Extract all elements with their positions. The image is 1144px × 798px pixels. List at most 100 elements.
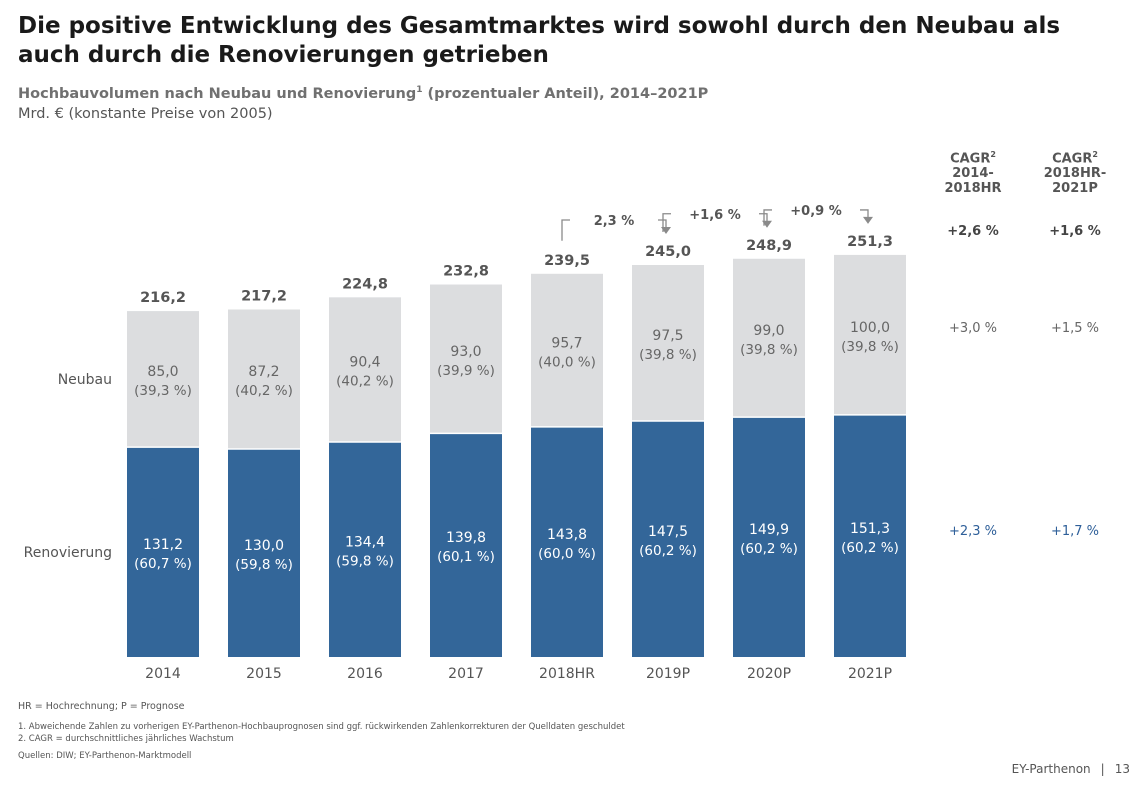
legend-renovierung: Renovierung [24, 545, 112, 561]
neubau-share-label: (39,8 %) [639, 347, 697, 363]
bar-renovierung [329, 441, 401, 657]
growth-bracket-right [860, 209, 869, 218]
cagr-header-sup: 2 [990, 150, 996, 159]
bar-neubau [228, 309, 300, 449]
renovierung-value-label: 130,0 [244, 538, 284, 554]
renovierung-value-label: 147,5 [648, 524, 688, 540]
stacked-bar-chart: 131,2 (60,7 %) 85,0 (39,3 %) 216,2 2014 130,0 (… [24, 204, 906, 682]
total-value-label: 239,5 [544, 253, 590, 269]
renovierung-share-label: (60,7 %) [134, 556, 192, 572]
total-value-label: 248,9 [746, 238, 792, 254]
x-tick-label: 2020P [747, 666, 791, 682]
renovierung-share-label: (59,8 %) [235, 557, 293, 573]
footnote-1: 1. Abweichende Zahlen zu vorherigen EY-P… [18, 722, 625, 732]
renovierung-value-label: 134,4 [345, 534, 385, 550]
neubau-value-label: 97,5 [652, 328, 683, 344]
cagr-header-period-end: 2018HR [944, 181, 1002, 197]
chart-unit: Mrd. € (konstante Preise von 2005) [18, 106, 273, 122]
growth-bracket-right [658, 219, 667, 228]
neubau-share-label: (39,3 %) [134, 383, 192, 399]
bar-neubau [733, 258, 805, 418]
bar-renovierung [228, 449, 300, 657]
subtitle-rest: (prozentualer Anteil), 2014–2021P [422, 85, 709, 102]
cagr-header-period-start: 2018HR- [1043, 166, 1107, 182]
bar-neubau [834, 254, 906, 415]
x-tick-label: 2019P [646, 666, 690, 682]
cagr-header-period-end: 2021P [1052, 181, 1098, 197]
neubau-value-label: 85,0 [147, 364, 178, 380]
abbreviation-note: HR = Hochrechnung; P = Prognose [18, 701, 185, 712]
cagr-header-label: CAGR [950, 151, 991, 167]
growth-bracket-right [759, 213, 768, 222]
cagr-neubau-2018-2021: +1,5 % [1050, 321, 1100, 336]
bar-neubau [430, 284, 502, 434]
cagr-header-period-start: 2014- [952, 166, 994, 182]
renovierung-value-label: 139,8 [446, 530, 486, 546]
cagr-renovierung-2014-2018: +2,3 % [948, 524, 998, 539]
growth-bracket-left [763, 209, 772, 226]
bar-neubau [127, 311, 199, 448]
x-tick-label: 2018HR [539, 666, 595, 682]
x-tick-label: 2015 [246, 666, 282, 682]
renovierung-value-label: 149,9 [749, 522, 789, 538]
renovierung-value-label: 131,2 [143, 537, 183, 553]
x-tick-label: 2014 [145, 666, 181, 682]
neubau-value-label: 87,2 [248, 364, 279, 380]
neubau-share-label: (40,2 %) [235, 383, 293, 399]
neubau-share-label: (39,8 %) [740, 342, 798, 358]
brand-separator: | [1100, 762, 1105, 776]
x-tick-label: 2016 [347, 666, 383, 682]
neubau-value-label: 100,0 [850, 320, 890, 336]
total-value-label: 245,0 [645, 244, 691, 260]
cagr-header-sup: 2 [1092, 150, 1098, 159]
brand-name: EY-Parthenon [1011, 762, 1091, 776]
neubau-value-label: 99,0 [753, 323, 784, 339]
neubau-share-label: (39,8 %) [841, 339, 899, 355]
renovierung-share-label: (59,8 %) [336, 553, 394, 569]
cagr-header-2018-2021: CAGR2 2018HR- 2021P [1030, 147, 1120, 196]
growth-label: 2,3 % [594, 214, 635, 229]
x-tick-label: 2021P [848, 666, 892, 682]
neubau-value-label: 93,0 [450, 344, 481, 360]
cagr-neubau-2014-2018: +3,0 % [948, 321, 998, 336]
renovierung-value-label: 151,3 [850, 521, 890, 537]
cagr-total-2014-2018: +2,6 % [947, 224, 999, 239]
page-title: Die positive Entwicklung des Gesamtmarkt… [18, 13, 1061, 68]
subtitle-footnote-ref: 1 [416, 85, 423, 95]
legend-neubau: Neubau [58, 372, 112, 388]
page-number: 13 [1114, 762, 1130, 776]
total-value-label: 232,8 [443, 264, 489, 280]
renovierung-share-label: (60,2 %) [841, 540, 899, 556]
neubau-share-label: (39,9 %) [437, 363, 495, 379]
footnote-2: 2. CAGR = durchschnittliches jährliches … [18, 734, 234, 744]
source-note: Quellen: DIW; EY-Parthenon-Marktmodell [18, 751, 192, 761]
neubau-value-label: 95,7 [551, 335, 582, 351]
total-value-label: 251,3 [847, 234, 893, 250]
cagr-total-2018-2021: +1,6 % [1049, 224, 1101, 239]
renovierung-share-label: (60,2 %) [639, 543, 697, 559]
total-value-label: 217,2 [241, 288, 287, 304]
cagr-header-2014-2018: CAGR2 2014- 2018HR [928, 147, 1018, 196]
renovierung-share-label: (60,1 %) [437, 549, 495, 565]
neubau-value-label: 90,4 [349, 355, 380, 371]
growth-bracket-left [662, 213, 671, 232]
bar-renovierung [834, 414, 906, 657]
cagr-renovierung-2018-2021: +1,7 % [1050, 524, 1100, 539]
bar-neubau [329, 297, 401, 442]
cagr-header-label: CAGR [1052, 151, 1093, 167]
growth-label: +0,9 % [790, 204, 841, 219]
bar-neubau [531, 273, 603, 427]
bar-renovierung [632, 421, 704, 657]
bar-renovierung [733, 417, 805, 657]
subtitle-main: Hochbauvolumen nach Neubau und Renovieru… [18, 85, 417, 102]
bar-renovierung [127, 447, 199, 657]
x-tick-label: 2017 [448, 666, 484, 682]
bar-renovierung [430, 433, 502, 657]
chart-subtitle: Hochbauvolumen nach Neubau und Renovieru… [18, 85, 708, 102]
renovierung-value-label: 143,8 [547, 527, 587, 543]
neubau-share-label: (40,0 %) [538, 354, 596, 370]
bar-renovierung [531, 426, 603, 657]
renovierung-share-label: (60,2 %) [740, 541, 798, 557]
brand-footer: EY-Parthenon | 13 [1012, 762, 1130, 776]
growth-bracket-left [561, 219, 570, 241]
